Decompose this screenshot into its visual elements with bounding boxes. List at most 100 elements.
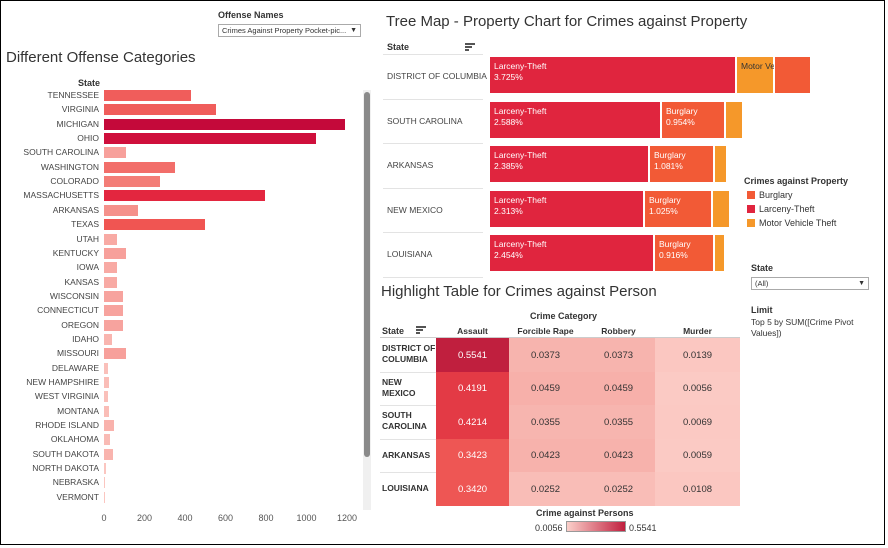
table-cell[interactable]: 0.0355 (509, 405, 582, 439)
bar-label: OHIO (77, 133, 99, 144)
highlight-legend-max: 0.5541 (629, 523, 657, 533)
table-cell[interactable]: 0.3420 (436, 472, 509, 506)
chevron-down-icon: ▼ (858, 280, 865, 287)
bar-chart-scrollbar[interactable] (363, 90, 371, 510)
x-tick-label: 600 (217, 513, 234, 523)
bar[interactable] (104, 118, 345, 130)
table-cell[interactable]: 0.0108 (655, 472, 740, 506)
bar[interactable] (104, 233, 118, 245)
bar[interactable] (104, 420, 115, 432)
bar[interactable] (104, 448, 114, 460)
bar-label: SOUTH DAKOTA (32, 448, 99, 459)
table-row-label-line: CAROLINA (382, 421, 427, 431)
legend-label: Motor Vehicle Theft (759, 218, 837, 228)
row-divider (383, 232, 483, 233)
bar[interactable] (104, 434, 111, 446)
state-filter-dropdown[interactable]: (All) ▼ (751, 277, 869, 290)
bar[interactable] (104, 391, 109, 403)
treemap-block[interactable]: Burglary 0.916% (654, 234, 714, 272)
table-cell[interactable]: 0.0373 (509, 338, 582, 372)
table-cell[interactable]: 0.0423 (582, 438, 655, 473)
treemap-block[interactable] (714, 234, 725, 272)
highlight-legend-min: 0.0056 (535, 523, 563, 533)
table-cell[interactable]: 0.0056 (655, 371, 740, 406)
treemap-block[interactable]: Larceny-Theft 2.454% (489, 234, 654, 272)
limit-text: Top 5 by SUM([Crime Pivot Values]) (751, 317, 854, 338)
bar[interactable] (104, 319, 124, 331)
treemap-block[interactable]: Larceny-Theft 2.385% (489, 145, 649, 183)
treemap-block-category: Larceny-Theft (494, 105, 547, 116)
table-cell[interactable]: 0.0252 (582, 472, 655, 506)
bar[interactable] (104, 133, 316, 145)
bar[interactable] (104, 290, 124, 302)
bar-label: NORTH DAKOTA (32, 463, 99, 474)
treemap-block[interactable] (725, 100, 743, 139)
bar-label: COLORADO (50, 176, 99, 187)
treemap-block-label: Larceny-Theft 2.588% (494, 106, 546, 128)
table-cell[interactable]: 0.0355 (582, 405, 655, 439)
table-row-label-line: MEXICO (382, 387, 416, 398)
table-cell[interactable]: 0.4214 (436, 405, 509, 439)
treemap-block[interactable]: Burglary 1.025% (644, 189, 712, 228)
bar-label: KENTUCKY (52, 247, 99, 258)
bar[interactable] (104, 276, 118, 288)
sort-icon[interactable] (465, 43, 475, 51)
bar[interactable] (104, 262, 118, 274)
treemap-block[interactable]: Larceny-Theft 3.725% (489, 56, 736, 94)
treemap-block[interactable]: Motor Vehicle (736, 56, 793, 94)
treemap-block-value: 2.313% (494, 205, 523, 216)
table-cell[interactable]: 0.0423 (509, 438, 582, 473)
treemap-block-category: Larceny-Theft (494, 194, 547, 205)
chevron-down-icon: ▼ (350, 27, 357, 34)
bar[interactable] (104, 219, 206, 231)
treemap-block-value: 2.385% (494, 161, 523, 171)
legend-swatch (747, 219, 755, 227)
treemap-block[interactable] (712, 189, 730, 228)
scrollbar-thumb[interactable] (364, 92, 370, 457)
bar[interactable] (104, 204, 139, 216)
bar[interactable] (104, 405, 110, 417)
bar[interactable] (104, 90, 192, 101)
bar[interactable] (104, 161, 175, 173)
treemap-block[interactable] (774, 56, 811, 94)
table-cell[interactable]: 0.0059 (655, 438, 740, 473)
table-cell[interactable]: 0.5541 (436, 338, 509, 372)
treemap-block[interactable]: Larceny-Theft 2.313% (489, 189, 644, 228)
table-cell[interactable]: 0.0373 (582, 338, 655, 372)
bar[interactable] (104, 147, 127, 159)
treemap-block[interactable]: Burglary 0.954% (661, 100, 725, 139)
bar[interactable] (104, 190, 265, 202)
table-row-label: NEW MEXICO (382, 377, 416, 399)
bar[interactable] (104, 247, 127, 259)
offense-filter-dropdown[interactable]: Crimes Against Property Pocket-pic... ▼ (218, 24, 361, 37)
bar[interactable] (104, 491, 105, 503)
bar[interactable] (104, 477, 105, 489)
bar[interactable] (104, 104, 217, 116)
bar[interactable] (104, 348, 127, 360)
bar[interactable] (104, 305, 124, 317)
row-divider (380, 438, 436, 440)
table-row-label-line: DISTRICT OF (382, 343, 436, 353)
treemap-block[interactable] (714, 145, 727, 183)
bar[interactable] (104, 377, 110, 388)
treemap-block-category: Burglary (666, 105, 698, 116)
treemap-block-value: 3.725% (494, 72, 523, 82)
treemap-block[interactable]: Burglary 1.081% (649, 145, 714, 183)
treemap-block-label: Burglary 0.916% (659, 239, 691, 261)
treemap-block[interactable]: Larceny-Theft 2.588% (489, 100, 661, 139)
table-cell[interactable]: 0.4191 (436, 371, 509, 406)
bar-chart-axis-header: State (78, 78, 101, 88)
table-cell[interactable]: 0.0459 (509, 371, 582, 406)
table-cell[interactable]: 0.0459 (582, 371, 655, 406)
sort-icon[interactable] (416, 326, 426, 334)
table-cell[interactable]: 0.0139 (655, 338, 740, 372)
bar[interactable] (104, 362, 109, 374)
table-cell[interactable]: 0.0252 (509, 472, 582, 506)
row-divider (383, 98, 483, 100)
bar[interactable] (104, 333, 113, 345)
bar[interactable] (104, 176, 160, 188)
table-cell[interactable]: 0.3423 (436, 438, 509, 473)
highlight-table-row-header: State (382, 326, 405, 336)
table-cell[interactable]: 0.0069 (655, 405, 740, 439)
bar[interactable] (104, 463, 107, 475)
